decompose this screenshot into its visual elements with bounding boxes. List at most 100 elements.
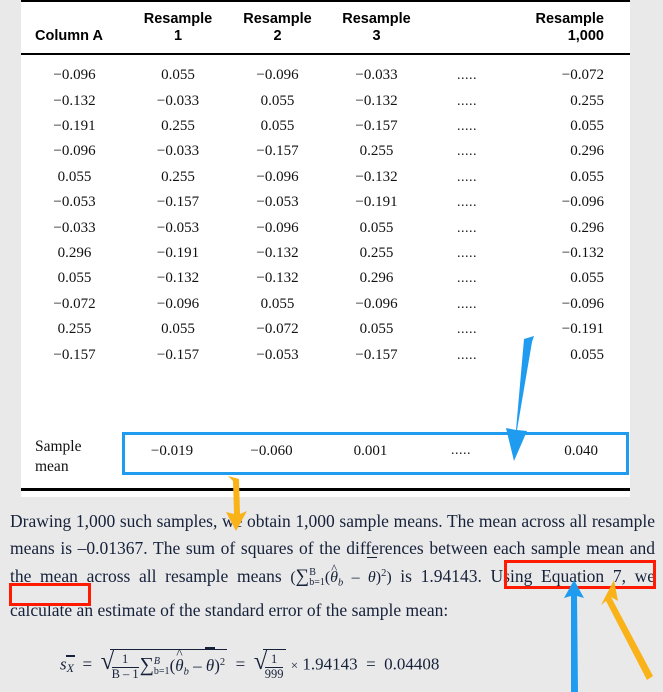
equation-equals-3: = <box>366 654 376 674</box>
header-resample-3: Resample 3 <box>327 11 426 49</box>
inline-minus: – <box>351 568 360 586</box>
table-cell-ellipsis: ..... <box>457 347 477 363</box>
table-cell-ellipsis: ..... <box>457 144 477 160</box>
equation-minus: – <box>193 655 202 675</box>
table-body: −0.096 0.055 −0.096 −0.033..... −0.072 −0.132… <box>21 63 630 428</box>
header-resample-1000: Resample 1,000 <box>508 11 630 49</box>
table-header-rule <box>21 49 630 56</box>
radical-glyph-2: √ <box>253 648 268 675</box>
equation-sum-symbol: ∑ <box>139 653 154 676</box>
sample-mean-value-3: 0.001 <box>353 443 388 459</box>
table-cell: 0.296 <box>57 245 92 262</box>
header-column-a-label: Column A <box>35 28 103 45</box>
table-cell: 0.055 <box>570 118 604 135</box>
table-cell-ellipsis: ..... <box>457 246 477 262</box>
equation-sum-upper: B <box>153 656 161 667</box>
table-cell-ellipsis: ..... <box>457 195 477 211</box>
table-cell-ellipsis: ..... <box>457 220 477 236</box>
resample-table-card: Column A Resample 1 Resample 2 Resample … <box>21 0 630 497</box>
table-row: −0.096 0.055 −0.096 −0.033..... −0.072 <box>21 63 630 88</box>
table-cell: −0.033 <box>355 67 398 84</box>
equation-power: 2 <box>219 657 226 669</box>
table-row: −0.033 −0.053 −0.096 0.055..... 0.296 <box>21 216 630 241</box>
table-row: −0.157 −0.157 −0.053 −0.157..... 0.055 <box>21 343 630 368</box>
table-cell: −0.157 <box>355 118 398 135</box>
table-cell: −0.157 <box>355 346 398 363</box>
sample-mean-ellipsis: ..... <box>451 443 471 458</box>
table-row: −0.072 −0.096 0.055 −0.096..... −0.096 <box>21 292 630 317</box>
header-spacer <box>426 11 508 49</box>
resample-table: Column A Resample 1 Resample 2 Resample … <box>21 0 630 428</box>
fraction-2-denominator: 999 <box>264 666 284 681</box>
table-cell: 0.296 <box>570 219 604 236</box>
table-cell-ellipsis: ..... <box>457 68 477 84</box>
equation-fraction-2: 1 999 <box>264 652 284 681</box>
equation-s-symbol: s <box>60 654 67 674</box>
equation-sum-lower: b=1 <box>153 666 170 677</box>
header-resample-1000-line2: 1,000 <box>567 28 604 45</box>
sum-of-squares-value-highlight-box <box>9 583 91 606</box>
table-cell: 0.055 <box>161 321 195 338</box>
table-cell-ellipsis: ..... <box>457 119 477 135</box>
table-cell-ellipsis: ..... <box>457 296 477 312</box>
table-cell: −0.191 <box>355 194 398 211</box>
table-cell: −0.132 <box>53 92 96 109</box>
table-cell: 0.255 <box>359 245 394 262</box>
table-cell: 0.055 <box>570 168 604 185</box>
table-cell: 0.055 <box>570 346 604 363</box>
sample-mean-label: Sample mean <box>35 437 82 477</box>
table-head-gap <box>21 54 630 63</box>
table-cell: 0.055 <box>359 219 394 236</box>
radical-glyph-1: √ <box>100 648 115 675</box>
header-resample-1000-line1: Resample <box>535 11 604 27</box>
table-row: 0.255 0.055 −0.072 0.055..... −0.191 <box>21 317 630 342</box>
table-cell: −0.157 <box>256 143 299 160</box>
equation-theta-hat: ^ θ <box>175 646 184 675</box>
table-cell: −0.096 <box>53 143 96 160</box>
equation-theta-bar: θ <box>204 647 216 676</box>
table-cell: −0.053 <box>53 194 96 211</box>
equation-radical-2: √ 1 999 <box>253 648 287 681</box>
table-cell: −0.132 <box>256 270 299 287</box>
table-cell: −0.053 <box>156 219 200 236</box>
equation-s-subscript: X <box>65 655 75 676</box>
table-bottom-rule <box>21 488 630 491</box>
table-body-spacer <box>21 368 630 428</box>
table-cell: −0.157 <box>156 346 200 363</box>
inline-inner-open: ( <box>324 568 331 586</box>
inline-open-paren: ( <box>290 568 296 586</box>
table-row: 0.296 −0.191 −0.132 0.255..... −0.132 <box>21 241 630 266</box>
header-resample-1-line2: 1 <box>173 28 183 45</box>
fraction-1-numerator: 1 <box>121 652 129 666</box>
equation-open-paren: ( <box>169 655 176 675</box>
table-cell: 0.055 <box>260 92 295 109</box>
header-resample-3-line2: 3 <box>372 28 381 45</box>
sample-mean-value-2: −0.060 <box>250 443 293 459</box>
header-resample-2-line1: Resample <box>243 11 312 27</box>
fraction-2-numerator: 1 <box>270 652 278 666</box>
table-cell-ellipsis: ..... <box>457 93 477 109</box>
fraction-1-denominator: B – 1 <box>111 666 139 681</box>
table-cell: −0.096 <box>561 194 604 211</box>
explanatory-paragraph: Drawing 1,000 such samples, we obtain 1,… <box>10 508 655 623</box>
table-cell: −0.191 <box>561 321 604 338</box>
paragraph-text-part2: is 1.94143. Using Equation 7, we calcula… <box>10 565 656 620</box>
table-cell: 0.255 <box>570 92 604 109</box>
table-cell: −0.033 <box>53 219 96 236</box>
table-cell-ellipsis: ..... <box>457 322 477 338</box>
table-cell: −0.132 <box>355 168 398 185</box>
inline-sum-lower: b=1 <box>309 577 325 589</box>
table-cell: 0.055 <box>359 321 394 338</box>
header-resample-2-line2: 2 <box>273 28 282 45</box>
sample-mean-label-line1: Sample <box>35 438 82 455</box>
table-cell: −0.053 <box>256 346 299 363</box>
table-cell: 0.055 <box>57 270 92 287</box>
table-header-row: Column A Resample 1 Resample 2 Resample … <box>21 11 630 49</box>
table-row: −0.132 −0.033 0.055 −0.132..... 0.255 <box>21 89 630 114</box>
table-cell: −0.072 <box>53 295 96 312</box>
inline-close-paren: ) <box>386 568 392 586</box>
table-cell: −0.157 <box>156 194 200 211</box>
table-cell: −0.096 <box>561 295 604 312</box>
